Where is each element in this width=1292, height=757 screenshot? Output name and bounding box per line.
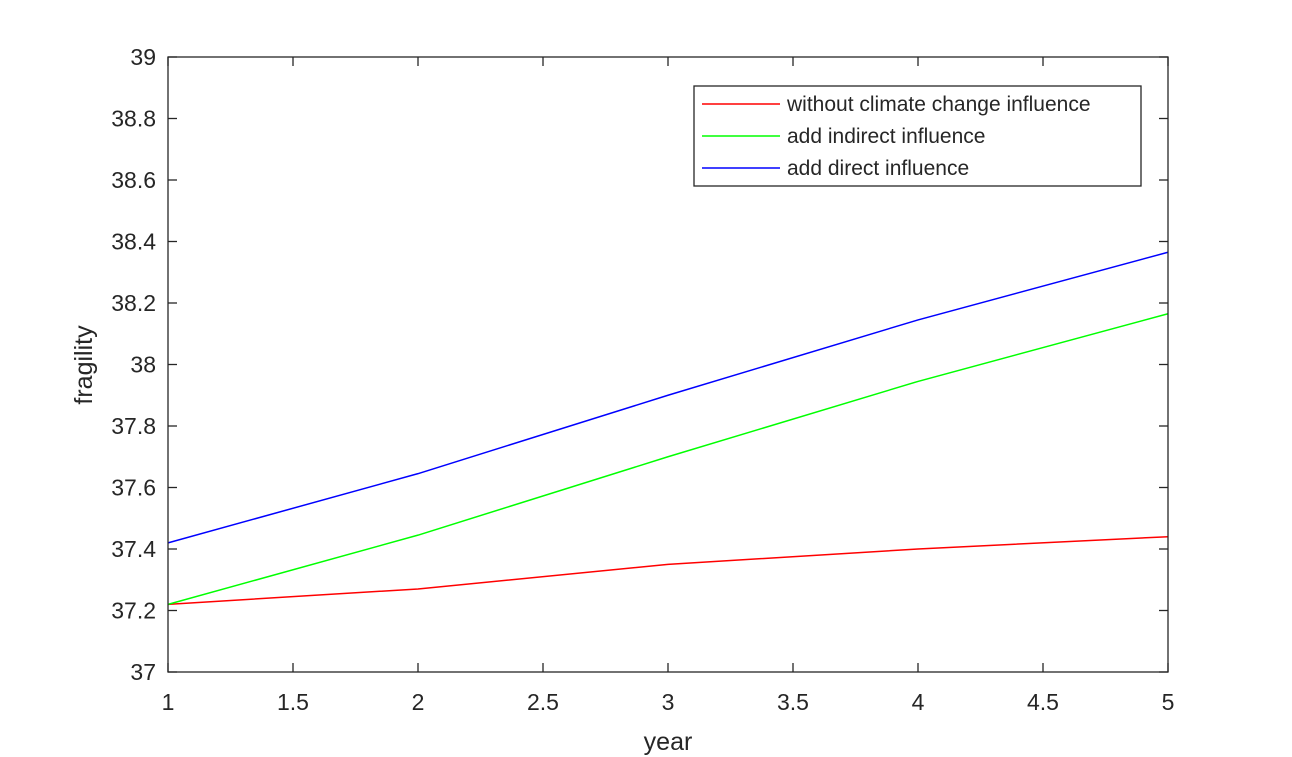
y-tick-label: 37.2 bbox=[111, 598, 156, 624]
y-tick-label: 38.8 bbox=[111, 106, 156, 132]
x-axis-title: year bbox=[644, 728, 693, 756]
series-layer bbox=[167, 251, 1169, 606]
x-tick-label: 1 bbox=[162, 689, 175, 715]
legend: without climate change influence add indi… bbox=[693, 85, 1142, 187]
legend-label-1: without climate change influence bbox=[786, 93, 1091, 116]
x-tick-label: 2.5 bbox=[527, 689, 559, 715]
y-tick-label: 37.8 bbox=[111, 413, 156, 439]
x-tick-label: 5 bbox=[1162, 689, 1175, 715]
series-line-2 bbox=[167, 313, 1169, 606]
y-tick-label: 38.6 bbox=[111, 167, 156, 193]
series-line-1 bbox=[167, 535, 1169, 606]
x-tick-label: 4.5 bbox=[1027, 689, 1059, 715]
y-tick-label: 38 bbox=[130, 352, 156, 378]
y-axis-title: fragility bbox=[70, 325, 98, 405]
axes-layer: 1 1.5 2 2.5 3 3.5 4 4.5 5 37 37.2 37.4 37.6 37.8 38 38.… bbox=[111, 44, 1174, 715]
y-tick-label: 37.6 bbox=[111, 475, 156, 501]
y-tick-label: 38.4 bbox=[111, 229, 156, 255]
y-tick-label: 37 bbox=[130, 659, 156, 685]
y-tick-label: 39 bbox=[130, 44, 156, 70]
x-tick-label: 1.5 bbox=[277, 689, 309, 715]
series-line-3 bbox=[167, 251, 1169, 544]
x-tick-label: 4 bbox=[912, 689, 925, 715]
legend-label-2: add indirect influence bbox=[787, 125, 985, 148]
legend-label-3: add direct influence bbox=[787, 157, 969, 180]
x-tick-label: 3.5 bbox=[777, 689, 809, 715]
y-tick-label: 37.4 bbox=[111, 536, 156, 562]
x-tick-label: 2 bbox=[412, 689, 425, 715]
x-tick-label: 3 bbox=[662, 689, 675, 715]
y-tick-label: 38.2 bbox=[111, 290, 156, 316]
